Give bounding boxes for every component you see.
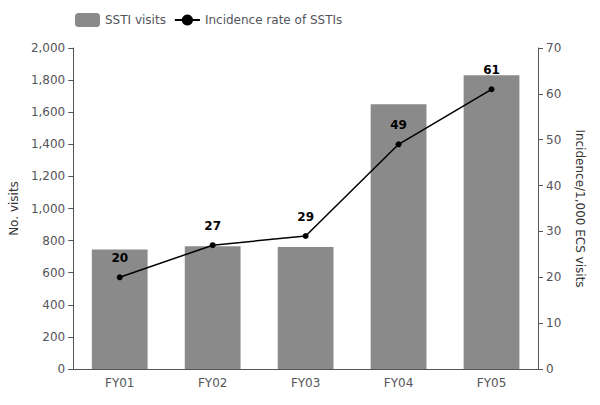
svg-text:SSTI visits: SSTI visits [105, 13, 166, 27]
svg-text:20: 20 [111, 251, 128, 265]
svg-text:0: 0 [546, 362, 554, 376]
svg-text:40: 40 [546, 179, 561, 193]
svg-text:60: 60 [546, 87, 561, 101]
svg-text:FY04: FY04 [384, 376, 414, 390]
svg-text:400: 400 [42, 298, 65, 312]
svg-text:FY02: FY02 [198, 376, 228, 390]
svg-text:29: 29 [297, 210, 314, 224]
svg-text:20: 20 [546, 270, 561, 284]
svg-text:1,400: 1,400 [31, 137, 65, 151]
svg-text:30: 30 [546, 224, 561, 238]
svg-text:800: 800 [42, 234, 65, 248]
svg-text:600: 600 [42, 266, 65, 280]
svg-text:10: 10 [546, 316, 561, 330]
svg-text:No. visits: No. visits [7, 181, 21, 236]
svg-text:Incidence/1,000 ECS visits: Incidence/1,000 ECS visits [573, 129, 587, 287]
svg-text:1,200: 1,200 [31, 169, 65, 183]
svg-text:61: 61 [483, 63, 500, 77]
svg-text:FY03: FY03 [291, 376, 321, 390]
svg-text:Incidence rate of SSTIs: Incidence rate of SSTIs [205, 13, 342, 27]
svg-text:0: 0 [58, 362, 66, 376]
svg-text:FY05: FY05 [477, 376, 507, 390]
svg-text:1,000: 1,000 [31, 202, 65, 216]
svg-text:200: 200 [42, 330, 65, 344]
svg-text:49: 49 [390, 118, 407, 132]
svg-text:FY01: FY01 [105, 376, 135, 390]
svg-text:27: 27 [204, 219, 221, 233]
svg-text:1,600: 1,600 [31, 105, 65, 119]
svg-text:50: 50 [546, 133, 561, 147]
svg-text:2,000: 2,000 [31, 41, 65, 55]
svg-text:1,800: 1,800 [31, 73, 65, 87]
svg-text:70: 70 [546, 41, 561, 55]
